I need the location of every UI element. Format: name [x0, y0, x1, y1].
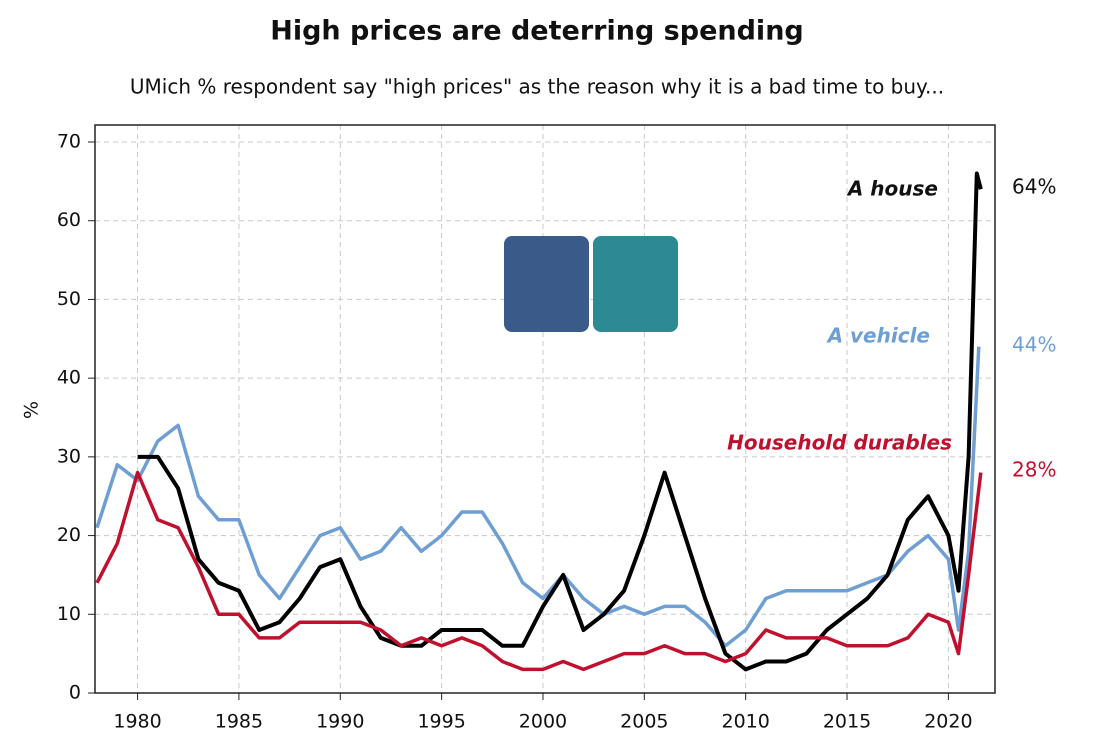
- plot-frame: [94, 124, 996, 694]
- x-tick-label: 2020: [924, 711, 972, 733]
- y-tick-label: 60: [57, 209, 81, 231]
- series-annotation: A house: [846, 177, 938, 201]
- photo: [504, 236, 589, 332]
- end-label: 28%: [1012, 458, 1056, 482]
- chart-title: High prices are deterring spending: [270, 16, 804, 47]
- chart-subtitle: UMich % respondent say "high prices" as …: [130, 75, 944, 99]
- y-tick-label: 70: [57, 131, 81, 153]
- x-tick-label: 2010: [721, 711, 769, 733]
- series-line: [95, 470, 983, 672]
- photo: [593, 236, 678, 332]
- end-label: 44%: [1012, 333, 1056, 357]
- series-line: [95, 346, 981, 648]
- y-tick-label: 20: [57, 524, 81, 546]
- y-tick-label: 10: [57, 603, 81, 625]
- y-tick-label: 30: [57, 445, 81, 467]
- x-tick-label: 1980: [113, 711, 161, 733]
- x-tick-label: 1995: [417, 711, 465, 733]
- series-annotation: A vehicle: [826, 324, 930, 348]
- x-tick-label: 2000: [519, 711, 567, 733]
- x-tick-label: 1985: [215, 711, 263, 733]
- x-tick-label: 2005: [620, 711, 668, 733]
- end-label: 64%: [1012, 175, 1056, 199]
- x-tick-label: 1990: [316, 711, 364, 733]
- y-axis-label: %: [21, 401, 43, 419]
- series-line: [137, 171, 983, 672]
- y-tick-label: 0: [69, 682, 81, 704]
- y-tick-label: 40: [57, 367, 81, 389]
- series-annotation: Household durables: [727, 431, 952, 455]
- x-tick-label: 2015: [823, 711, 871, 733]
- y-tick-label: 50: [57, 288, 81, 310]
